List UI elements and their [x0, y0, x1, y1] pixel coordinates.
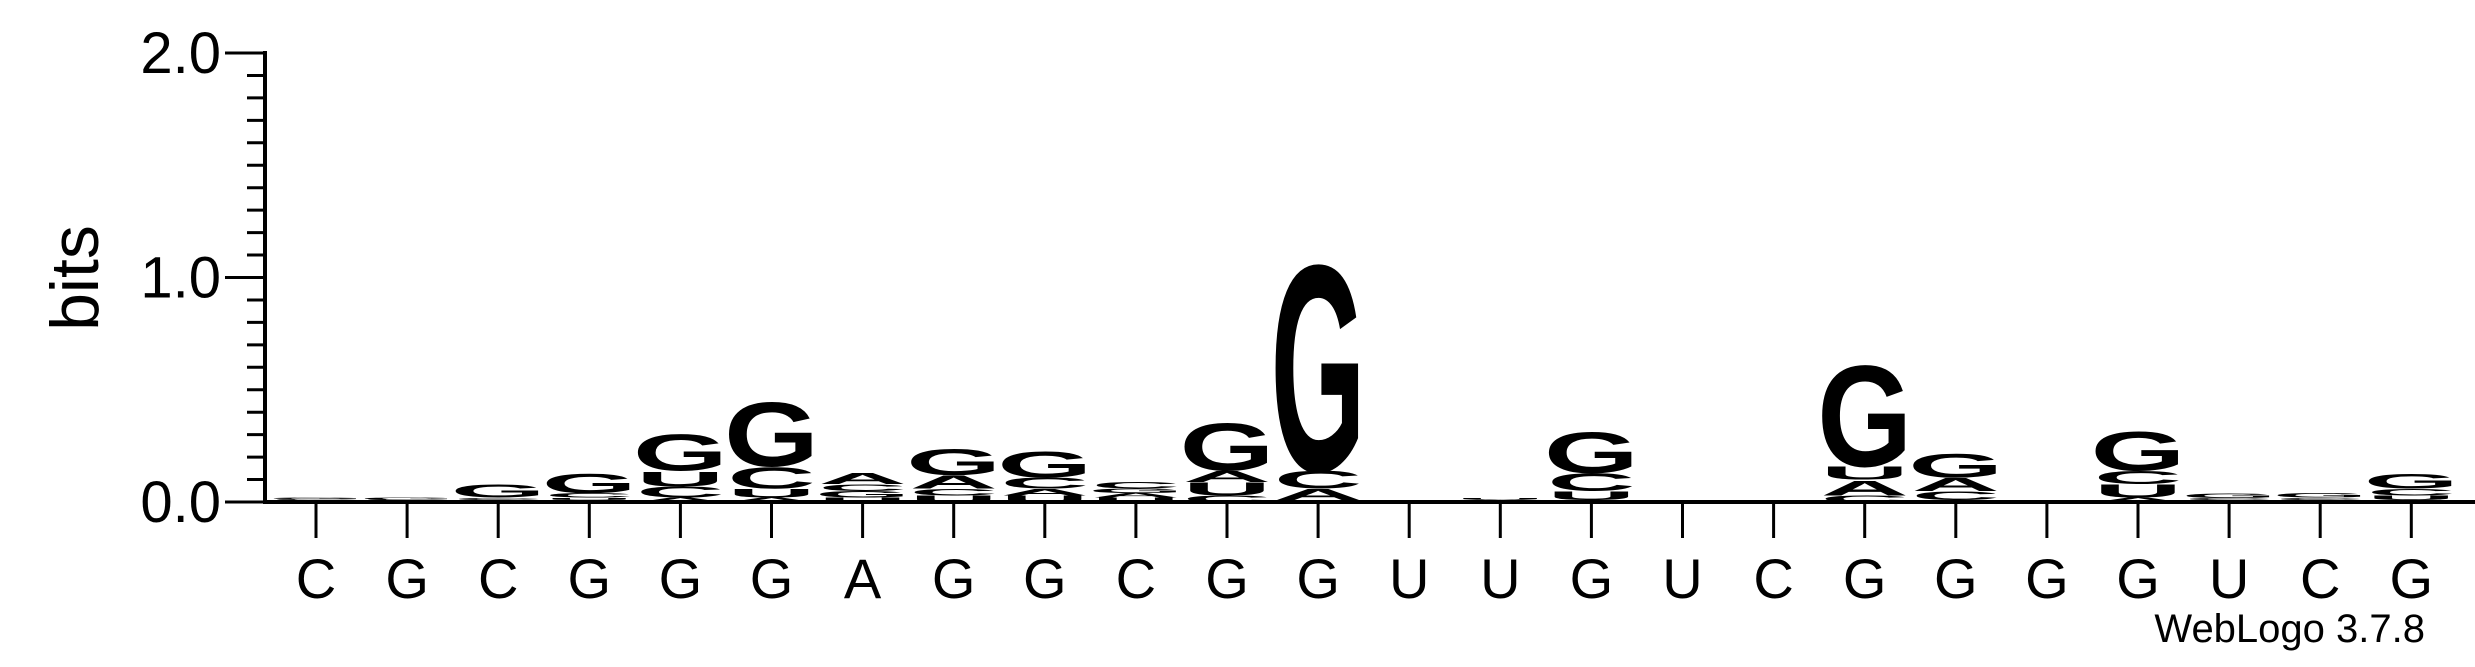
logo-letter-G: G [724, 383, 819, 486]
x-tick-label: C [2300, 547, 2340, 610]
logo-letter-G: G [542, 468, 637, 499]
weblogo-credit: WebLogo 3.7.8 [2154, 607, 2425, 651]
logo-letter-G: G [2273, 492, 2368, 499]
x-tick-label: C [1753, 547, 1793, 610]
x-tick-label: G [2025, 547, 2069, 610]
x-tick-label: G [932, 547, 976, 610]
logo-stacks: AUCGUACGUACGAUCGACUGAUCGUGCAUCAGUACGUAGC… [268, 203, 2458, 534]
x-tick-label: G [1843, 547, 1887, 610]
y-axis: 0.0 1.0 2.0 [140, 21, 267, 535]
logo-letter-U: U [818, 497, 906, 504]
x-tick-label: G [750, 547, 794, 610]
logo-letter-C: C [454, 497, 542, 500]
x-tick-label: U [1662, 547, 1702, 610]
x-tick-label: U [1389, 547, 1429, 610]
logo-letter-C: C [272, 499, 360, 501]
x-tick-label: G [1934, 547, 1978, 610]
logo-letter-G: G [451, 481, 546, 502]
logo-letter-C: C [1547, 468, 1635, 496]
logo-letter-A: A [1912, 474, 2000, 495]
logo-letter-U: U [1547, 489, 1635, 503]
logo-letter-U: U [910, 494, 998, 504]
logo-letter-G: G [2364, 469, 2459, 493]
x-tick-label: U [1480, 547, 1520, 610]
logo-letter-A: A [727, 497, 815, 504]
logo-letter-U: U [1183, 479, 1271, 500]
logo-letter-A: A [1092, 492, 1180, 499]
x-tick-label: C [478, 547, 518, 610]
logo-letter-G: G [1817, 336, 1912, 497]
logo-letter-G: G [1179, 410, 1274, 485]
x-tick-label: A [844, 547, 882, 610]
logo-letter-G: G [1088, 488, 1183, 495]
logo-letter-A: A [636, 497, 724, 504]
logo-letter-C: C [2185, 497, 2273, 500]
x-tick-label: G [2390, 547, 2434, 610]
logo-letter-U: U [2367, 494, 2455, 501]
logo-letter-G: G [360, 497, 455, 500]
logo-letter-C: C [727, 461, 815, 496]
logo-letter-C: C [1092, 480, 1180, 490]
logo-letter-A: A [1001, 487, 1089, 497]
logo-letter-C: C [1183, 494, 1271, 504]
logo-letter-G: G [2182, 492, 2277, 499]
logo-letter-A: A [1274, 486, 1362, 503]
logo-letter-C: C [2094, 467, 2182, 488]
y-tick-label: 2.0 [140, 21, 221, 86]
logo-letter-C: C [1821, 494, 1909, 504]
x-tick-label: G [2116, 547, 2160, 610]
logo-letter-U: U [2094, 481, 2182, 502]
logo-letter-G: G [1544, 420, 1639, 485]
logo-letter-G: G [997, 444, 1092, 485]
y-tick-label: 1.0 [140, 246, 221, 311]
x-tick-label: G [659, 547, 703, 610]
logo-letter-C: C [1001, 475, 1089, 492]
logo-letter-G: G [906, 442, 1001, 483]
x-tick-label: G [1023, 547, 1067, 610]
logo-letter-C: C [910, 487, 998, 497]
x-tick-label: G [1205, 547, 1249, 610]
logo-letter-G: G [268, 497, 363, 499]
x-tick-label: U [2209, 547, 2249, 610]
logo-letter-A: A [818, 470, 906, 487]
y-tick-label: 0.0 [140, 470, 221, 535]
logo-letter-U: U [636, 467, 724, 491]
logo-letter-U: U [1456, 498, 1544, 500]
logo-letter-A: A [1183, 468, 1271, 485]
x-tick-label: C [296, 547, 336, 610]
logo-letter-A: A [910, 472, 998, 493]
logo-letter-G: G [1908, 447, 2003, 485]
logo-letter-A: A [1821, 476, 1909, 500]
logo-letter-A: A [2094, 497, 2182, 504]
y-axis-label: bits [37, 225, 113, 331]
logo-letter-C: C [2367, 487, 2455, 497]
x-tick-label: G [1296, 547, 1340, 610]
logo-letter-G: G [633, 423, 728, 481]
logo-letter-C: C [1912, 489, 2000, 503]
logo-letter-C: C [636, 484, 724, 501]
logo-letter-U: U [727, 486, 815, 500]
logo-letter-U: U [1821, 463, 1909, 484]
x-tick-label: C [1116, 547, 1156, 610]
logo-letter-G: G [2090, 421, 2185, 483]
logo-letter-C: C [818, 483, 906, 493]
logo-letter-G: G [815, 489, 910, 499]
logo-letter-C: C [545, 492, 633, 499]
logo-letter-U: U [545, 497, 633, 500]
logo-letter-U: U [1001, 494, 1089, 504]
logo-letter-C: C [2276, 497, 2364, 500]
x-tick-label: G [568, 547, 612, 610]
logo-letter-G: G [1271, 203, 1366, 534]
logo-letter-A: A [1456, 499, 1544, 500]
logo-letter-C: C [1274, 466, 1362, 494]
x-tick-label: G [385, 547, 429, 610]
x-tick-label: G [1570, 547, 1614, 610]
logo-letter-U: U [1092, 497, 1180, 504]
